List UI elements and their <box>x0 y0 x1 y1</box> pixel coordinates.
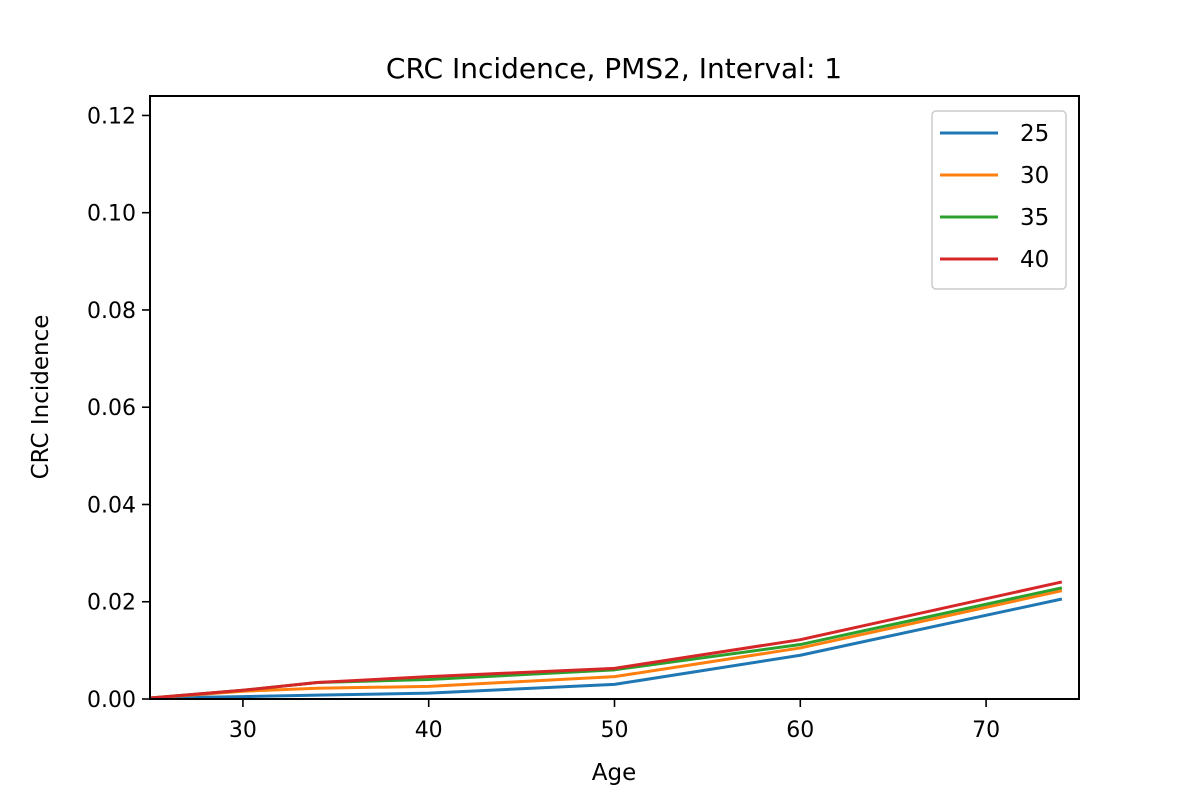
legend-label-35: 35 <box>1020 205 1049 231</box>
axes: 30 40 50 60 70 0.00 0.02 0.04 0.06 0.08 0.10 0.12 <box>87 104 1000 743</box>
x-tick-label: 30 <box>229 718 257 743</box>
y-tick-label: 0.00 <box>87 688 136 713</box>
series-line-30 <box>150 589 1063 699</box>
x-axis-label: Age <box>592 760 636 786</box>
chart-title: CRC Incidence, PMS2, Interval: 1 <box>386 52 842 85</box>
y-axis-label: CRC Incidence <box>28 315 54 480</box>
y-tick-label: 0.06 <box>87 396 136 421</box>
y-tick-label: 0.12 <box>87 104 136 129</box>
series-line-40 <box>150 580 1063 699</box>
legend: 25 30 35 40 <box>931 110 1067 290</box>
x-tick-label: 70 <box>972 718 1000 743</box>
y-tick-label: 0.02 <box>87 591 136 616</box>
legend-box <box>931 110 1067 290</box>
series-line-25 <box>150 597 1063 699</box>
series-line-35 <box>150 586 1063 699</box>
y-tick-label: 0.10 <box>87 202 136 227</box>
x-tick-label: 40 <box>415 718 443 743</box>
plot-marks <box>150 580 1063 699</box>
legend-label-25: 25 <box>1020 121 1049 147</box>
legend-label-40: 40 <box>1020 247 1049 273</box>
legend-label-30: 30 <box>1020 163 1049 189</box>
y-tick-label: 0.08 <box>87 299 136 324</box>
y-tick-label: 0.04 <box>87 493 136 518</box>
x-tick-label: 60 <box>786 718 814 743</box>
x-tick-label: 50 <box>601 718 629 743</box>
